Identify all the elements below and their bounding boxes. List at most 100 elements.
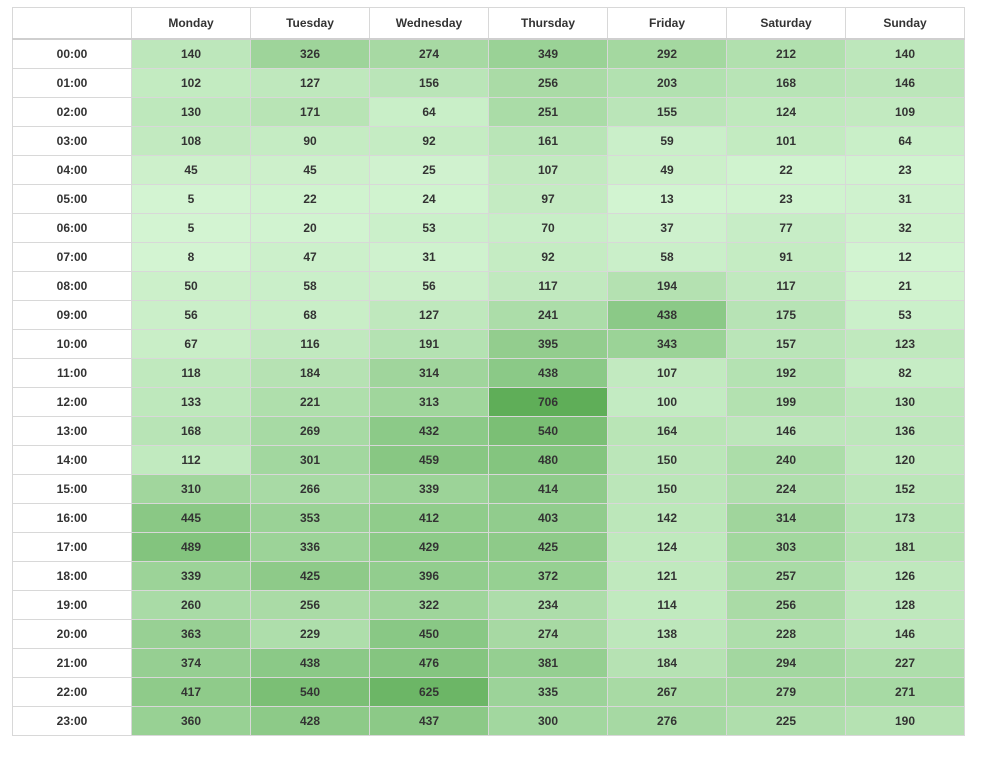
heatmap-cell: 70 [488,212,608,243]
table-row: 07:00 8 47 31 92 58 91 12 [12,241,965,272]
heatmap-cell: 428 [250,705,370,736]
table-row: 11:00 118 184 314 438 107 192 82 [12,357,965,388]
heatmap-cell: 58 [250,270,370,301]
heatmap-cell: 227 [845,647,965,678]
heatmap-cell: 300 [488,705,608,736]
heatmap-cell: 314 [369,357,489,388]
heatmap-cell: 438 [250,647,370,678]
heatmap-cell: 489 [131,531,251,562]
table-row: 16:00 445 353 412 403 142 314 173 [12,502,965,533]
heatmap-cell: 128 [845,589,965,620]
row-header: 23:00 [12,705,132,736]
table-row: 09:00 56 68 127 241 438 175 53 [12,299,965,330]
heatmap-cell: 173 [845,502,965,533]
heatmap-cell: 256 [488,67,608,98]
heatmap-cell: 240 [726,444,846,475]
heatmap-cell: 322 [369,589,489,620]
corner-cell [12,7,132,40]
heatmap-cell: 155 [607,96,727,127]
heatmap-cell: 372 [488,560,608,591]
heatmap-cell: 157 [726,328,846,359]
heatmap-cell: 256 [726,589,846,620]
heatmap-cell: 274 [488,618,608,649]
heatmap-cell: 23 [845,154,965,185]
heatmap-cell: 116 [250,328,370,359]
table-row: 01:00 102 127 156 256 203 168 146 [12,67,965,98]
heatmap-cell: 164 [607,415,727,446]
heatmap-cell: 25 [369,154,489,185]
heatmap-cell: 450 [369,618,489,649]
column-header: Friday [607,7,727,40]
heatmap-cell: 396 [369,560,489,591]
heatmap-cell: 152 [845,473,965,504]
row-header: 17:00 [12,531,132,562]
heatmap-cell: 540 [488,415,608,446]
heatmap-cell: 314 [726,502,846,533]
row-header: 07:00 [12,241,132,272]
table-row: 00:00 140 326 274 349 292 212 140 [12,38,965,69]
heatmap-cell: 77 [726,212,846,243]
heatmap-cell: 191 [369,328,489,359]
heatmap-cell: 97 [488,183,608,214]
heatmap-cell: 138 [607,618,727,649]
heatmap-cell: 142 [607,502,727,533]
heatmap-cell: 5 [131,183,251,214]
heatmap-cell: 127 [250,67,370,98]
heatmap-cell: 294 [726,647,846,678]
heatmap-cell: 92 [488,241,608,272]
heatmap-cell: 625 [369,676,489,707]
heatmap-cell: 395 [488,328,608,359]
heatmap-cell: 23 [726,183,846,214]
heatmap-cell: 126 [845,560,965,591]
heatmap-cell: 68 [250,299,370,330]
heatmap-cell: 184 [250,357,370,388]
table-row: 05:00 5 22 24 97 13 23 31 [12,183,965,214]
row-header: 11:00 [12,357,132,388]
heatmap-cell: 269 [250,415,370,446]
row-header: 04:00 [12,154,132,185]
heatmap-cell: 24 [369,183,489,214]
heatmap-cell: 190 [845,705,965,736]
heatmap-cell: 49 [607,154,727,185]
heatmap-cell: 412 [369,502,489,533]
heatmap-cell: 22 [250,183,370,214]
table-row: 20:00 363 229 450 274 138 228 146 [12,618,965,649]
heatmap-cell: 150 [607,444,727,475]
heatmap-cell: 349 [488,38,608,69]
header-row: Monday Tuesday Wednesday Thursday Friday Satu… [12,7,965,40]
heatmap-cell: 374 [131,647,251,678]
heatmap-cell: 425 [250,560,370,591]
heatmap-cell: 251 [488,96,608,127]
heatmap-cell: 133 [131,386,251,417]
heatmap-cell: 168 [131,415,251,446]
heatmap-cell: 102 [131,67,251,98]
table-row: 14:00 112 301 459 480 150 240 120 [12,444,965,475]
heatmap-cell: 109 [845,96,965,127]
heatmap-cell: 67 [131,328,251,359]
row-header: 00:00 [12,38,132,69]
heatmap-cell: 343 [607,328,727,359]
heatmap-cell: 301 [250,444,370,475]
heatmap-cell: 225 [726,705,846,736]
row-header: 15:00 [12,473,132,504]
heatmap-cell: 199 [726,386,846,417]
row-header: 05:00 [12,183,132,214]
heatmap-cell: 184 [607,647,727,678]
heatmap-cell: 37 [607,212,727,243]
heatmap-cell: 335 [488,676,608,707]
heatmap-cell: 336 [250,531,370,562]
heatmap-cell: 146 [845,618,965,649]
heatmap-cell: 118 [131,357,251,388]
row-header: 22:00 [12,676,132,707]
heatmap-cell: 32 [845,212,965,243]
table-row: 12:00 133 221 313 706 100 199 130 [12,386,965,417]
heatmap-cell: 229 [250,618,370,649]
table-row: 17:00 489 336 429 425 124 303 181 [12,531,965,562]
heatmap-cell: 260 [131,589,251,620]
heatmap-cell: 124 [607,531,727,562]
heatmap-cell: 438 [488,357,608,388]
heatmap-cell: 339 [131,560,251,591]
heatmap-cell: 292 [607,38,727,69]
row-header: 21:00 [12,647,132,678]
heatmap-cell: 90 [250,125,370,156]
